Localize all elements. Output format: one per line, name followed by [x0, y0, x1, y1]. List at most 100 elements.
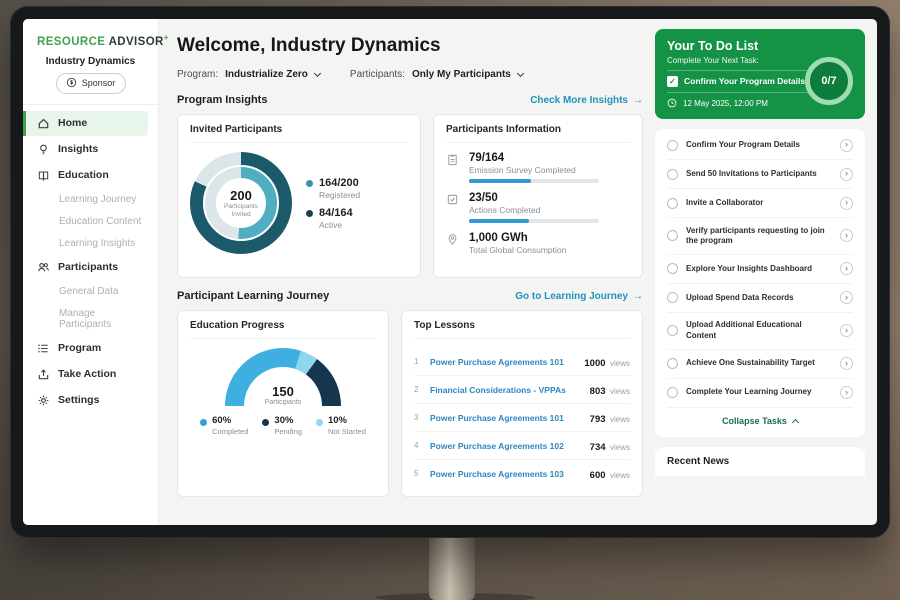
- education-progress-card: Education Progress 150 Participants: [177, 310, 389, 497]
- sidebar-item-learning-insights[interactable]: Learning Insights: [23, 233, 158, 254]
- legend-item: 10% Not Started: [315, 415, 366, 436]
- info-label: Total Global Consumption: [469, 245, 567, 255]
- education-gauge-chart: 150 Participants: [225, 348, 341, 406]
- todo-subtitle: Complete Your Next Task:: [667, 56, 759, 65]
- progress-bar: [469, 219, 599, 223]
- sidebar-item-label: General Data: [59, 285, 119, 297]
- chevron-right-icon[interactable]: ›: [840, 324, 853, 338]
- lesson-link[interactable]: Financial Considerations - VPPAs: [430, 384, 566, 395]
- top-lessons-card: Top Lessons 1 Power Purchase Agreements …: [401, 310, 643, 497]
- task-label: Verify participants requesting to join t…: [686, 225, 825, 245]
- todo-progress-ring: 0/7: [805, 57, 853, 105]
- checkbox-unchecked-icon[interactable]: [667, 263, 678, 275]
- sidebar-item-insights[interactable]: Insights: [23, 137, 158, 162]
- sidebar-item-education[interactable]: Education: [23, 163, 158, 188]
- program-filter[interactable]: Program: Industrialize Zero: [177, 69, 321, 80]
- legend-item: 30% Pending: [262, 415, 302, 436]
- participants-information-card: Participants Information 79/164 Emission…: [433, 114, 643, 278]
- monitor-stand: [429, 528, 475, 600]
- lesson-row: 2 Financial Considerations - VPPAs 803 v…: [414, 376, 630, 404]
- lesson-link[interactable]: Power Purchase Agreements 101: [430, 356, 564, 367]
- legend-dot: [262, 418, 270, 426]
- info-value: 1,000 GWh: [469, 232, 528, 244]
- check-more-insights-link[interactable]: Check More Insights →: [530, 95, 643, 106]
- info-label: Emission Survey Completed: [469, 165, 576, 175]
- legend-value: 30%: [274, 415, 294, 426]
- checkbox-unchecked-icon[interactable]: [667, 325, 678, 337]
- task-row[interactable]: Achieve One Sustainability Target ›: [667, 350, 853, 379]
- todo-title: Your To Do List: [667, 39, 759, 53]
- section-title: Participant Learning Journey: [177, 290, 330, 302]
- sidebar-item-learning-journey[interactable]: Learning Journey: [23, 189, 158, 210]
- lesson-link[interactable]: Power Purchase Agreements 102: [430, 440, 564, 451]
- chevron-right-icon[interactable]: ›: [840, 196, 853, 210]
- sidebar-item-label: Take Action: [58, 368, 117, 381]
- legend-dot: [306, 209, 313, 217]
- sidebar-item-home[interactable]: Home: [23, 110, 148, 136]
- chevron-right-icon[interactable]: ›: [840, 357, 853, 371]
- sidebar-item-label: Manage Participants: [59, 307, 112, 330]
- go-to-learning-journey-link[interactable]: Go to Learning Journey →: [515, 291, 643, 302]
- sidebar-item-manage-participants[interactable]: Manage Participants: [23, 303, 158, 335]
- sidebar-item-settings[interactable]: Settings: [23, 388, 158, 413]
- sidebar-item-participants[interactable]: Participants: [23, 255, 158, 280]
- lesson-rank: 1: [414, 357, 419, 366]
- task-row[interactable]: Upload Spend Data Records ›: [667, 284, 853, 313]
- sidebar-item-general-data[interactable]: General Data: [23, 281, 158, 302]
- task-label: Invite a Collaborator: [686, 197, 764, 207]
- lesson-link[interactable]: Power Purchase Agreements 101: [430, 412, 564, 423]
- chevron-right-icon[interactable]: ›: [840, 138, 853, 152]
- checkbox-checked-icon[interactable]: ✓: [667, 76, 678, 87]
- task-row[interactable]: Explore Your Insights Dashboard ›: [667, 255, 853, 284]
- sidebar-item-take-action[interactable]: Take Action: [23, 362, 158, 387]
- chevron-right-icon[interactable]: ›: [840, 291, 853, 305]
- checkbox-unchecked-icon[interactable]: [667, 168, 678, 180]
- todo-next-task[interactable]: ✓ Confirm Your Program Details: [667, 70, 809, 92]
- checkbox-unchecked-icon[interactable]: [667, 197, 678, 209]
- legend-dot: [200, 418, 208, 426]
- task-label: Upload Additional Educational Content: [686, 320, 802, 340]
- task-row[interactable]: Invite a Collaborator ›: [667, 189, 853, 218]
- chevron-right-icon[interactable]: ›: [840, 262, 853, 276]
- participants-filter[interactable]: Participants: Only My Participants: [350, 69, 524, 80]
- sidebar-item-education-content[interactable]: Education Content: [23, 211, 158, 232]
- donut-center-label: Participants Invited: [224, 202, 258, 218]
- progress-bar: [469, 179, 599, 183]
- card-title: Participants Information: [446, 124, 630, 143]
- legend-label: Completed: [212, 427, 249, 436]
- collapse-tasks-button[interactable]: Collapse Tasks: [667, 408, 853, 435]
- lesson-views: 1000: [584, 357, 606, 369]
- gauge-center-value: 150: [272, 384, 294, 399]
- section-title: Program Insights: [177, 94, 268, 106]
- todo-due-label: 12 May 2025, 12:00 PM: [683, 98, 768, 108]
- chevron-right-icon[interactable]: ›: [840, 386, 853, 400]
- learning-journey-section: Participant Learning Journey Go to Learn…: [177, 290, 643, 302]
- chevron-right-icon[interactable]: ›: [840, 167, 853, 181]
- sidebar-item-program[interactable]: Program: [23, 336, 158, 361]
- monitor-bezel: RESOURCE ADVISOR+ Industry Dynamics Spon…: [10, 6, 890, 538]
- checkbox-unchecked-icon[interactable]: [667, 292, 678, 304]
- task-row[interactable]: Complete Your Learning Journey ›: [667, 379, 853, 408]
- sponsor-badge-label: Sponsor: [81, 78, 116, 89]
- home-icon: [37, 117, 50, 130]
- chevron-right-icon[interactable]: ›: [840, 229, 853, 243]
- lesson-views: 803: [589, 385, 606, 397]
- legend-value: 60%: [212, 415, 232, 426]
- gauge-center: 150 Participants: [225, 384, 341, 406]
- legend-value: 10%: [327, 415, 347, 426]
- checkbox-unchecked-icon[interactable]: [667, 387, 678, 399]
- task-row[interactable]: Send 50 Invitations to Participants ›: [667, 160, 853, 189]
- sponsor-badge[interactable]: Sponsor: [55, 72, 126, 94]
- task-row[interactable]: Upload Additional Educational Content ›: [667, 313, 853, 350]
- task-row[interactable]: Confirm Your Program Details ›: [667, 131, 853, 160]
- page-title: Welcome, Industry Dynamics: [177, 35, 441, 56]
- card-title: Top Lessons: [414, 320, 630, 339]
- checkbox-unchecked-icon[interactable]: [667, 358, 678, 370]
- checklist-icon: [446, 192, 460, 223]
- checkbox-unchecked-icon[interactable]: [667, 230, 678, 242]
- legend-dot: [306, 179, 313, 187]
- info-progress-fill: [469, 219, 529, 223]
- checkbox-unchecked-icon[interactable]: [667, 139, 678, 151]
- lesson-link[interactable]: Power Purchase Agreements 103: [430, 468, 564, 479]
- task-row[interactable]: Verify participants requesting to join t…: [667, 218, 853, 255]
